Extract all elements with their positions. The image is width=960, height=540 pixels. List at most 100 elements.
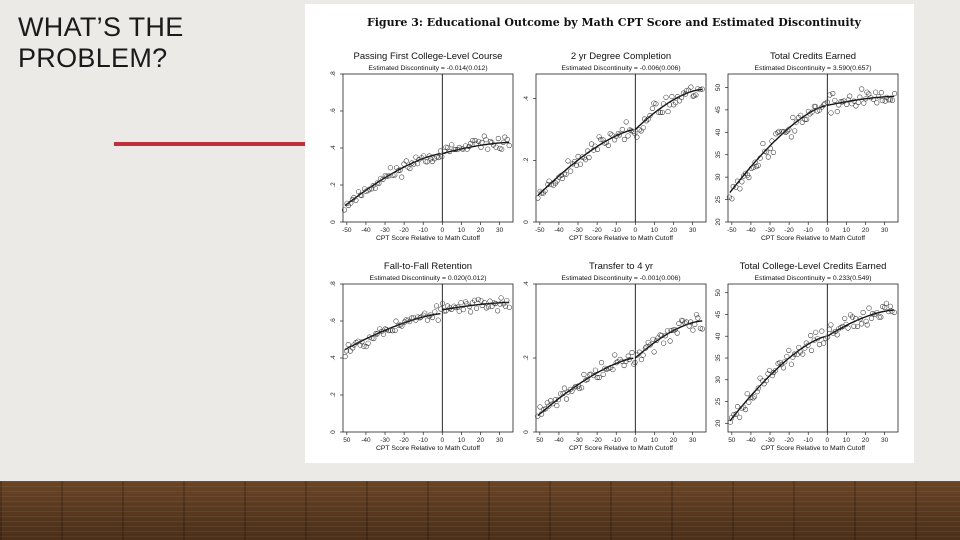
data-point [630, 128, 636, 135]
data-point [805, 342, 811, 348]
data-point [874, 310, 880, 316]
data-point [596, 134, 602, 140]
data-point [651, 349, 657, 355]
y-tick-label: 0 [330, 220, 337, 224]
x-tick-label: 10 [651, 437, 659, 444]
data-point [485, 146, 491, 152]
data-point [653, 101, 659, 107]
data-point [864, 89, 870, 95]
data-point [868, 315, 875, 321]
y-tick-label: .4 [330, 145, 337, 151]
data-point [751, 394, 757, 400]
data-point [382, 172, 388, 178]
data-point [887, 303, 893, 309]
figure-canvas: Figure 3: Educational Outcome by Math CP… [330, 16, 899, 452]
data-point [826, 326, 832, 332]
data-point [780, 365, 787, 371]
data-point [407, 165, 413, 172]
data-point [853, 103, 859, 109]
data-point [808, 332, 814, 339]
data-point [504, 136, 510, 142]
data-point [506, 142, 512, 149]
data-point [380, 331, 386, 337]
data-point [464, 301, 470, 307]
data-point [834, 332, 840, 338]
x-tick-label: -10 [612, 437, 622, 444]
data-point [699, 326, 705, 332]
data-point [755, 385, 761, 391]
x-tick-label: 0 [826, 227, 830, 234]
data-point [855, 99, 861, 105]
data-point [760, 141, 766, 147]
fit-line-left [537, 357, 634, 417]
data-point [690, 327, 696, 333]
x-tick-label: 20 [477, 227, 485, 234]
x-tick-label: 30 [881, 437, 889, 444]
data-point [804, 116, 810, 122]
data-point [535, 413, 541, 419]
data-point [596, 374, 602, 381]
y-tick-label: 50 [715, 83, 722, 91]
y-tick-label: .4 [523, 96, 530, 102]
data-point [621, 136, 627, 143]
x-tick-label: -10 [419, 437, 429, 444]
data-point [744, 391, 750, 397]
data-point [392, 172, 398, 178]
fit-line-left [344, 153, 441, 207]
data-point [447, 148, 453, 155]
chart-panel-5: Transfer to 4 yr Estimated Discontinuity … [523, 261, 707, 452]
data-point [399, 323, 405, 329]
data-point [345, 342, 351, 348]
data-point [799, 119, 805, 125]
data-point [769, 373, 775, 379]
data-point [460, 307, 466, 313]
y-tick-label: 0 [330, 430, 337, 434]
figure-panel: Figure 3: Educational Outcome by Math CP… [305, 4, 914, 463]
data-point [433, 303, 440, 309]
data-point [460, 146, 466, 152]
data-point [393, 318, 399, 324]
y-tick-label: .8 [330, 281, 337, 287]
data-point [369, 186, 375, 192]
x-tick-label: -20 [784, 227, 794, 234]
y-tick-label: .2 [330, 182, 337, 188]
data-point [563, 396, 570, 402]
x-tick-label: 0 [634, 437, 638, 444]
data-point [889, 97, 896, 103]
data-point [873, 89, 879, 95]
data-point [585, 148, 591, 154]
data-point [439, 154, 445, 160]
data-point [857, 316, 863, 322]
x-tick-label: -40 [746, 437, 756, 444]
data-point [632, 130, 638, 136]
chart-subtitle: Estimated Discontinuity = -0.006(0.006) [561, 65, 680, 72]
y-tick-label: .4 [330, 355, 337, 361]
data-point [824, 99, 830, 105]
data-point [348, 200, 354, 206]
data-point [640, 125, 646, 131]
x-tick-label: 0 [441, 227, 445, 234]
x-tick-label: -50 [535, 227, 545, 234]
data-point [647, 113, 653, 119]
x-tick-label: -50 [727, 227, 737, 234]
data-point [495, 308, 501, 314]
data-point [788, 361, 794, 367]
data-point [741, 173, 747, 179]
data-point [401, 161, 407, 167]
data-point [353, 197, 359, 203]
fit-line-right [634, 320, 703, 359]
y-tick-label: 0 [523, 430, 530, 434]
data-point [699, 86, 705, 92]
data-point [502, 303, 508, 309]
data-point [553, 397, 559, 403]
data-point [537, 404, 543, 410]
chart-subtitle: Estimated Discontinuity = -0.001(0.006) [561, 275, 680, 282]
data-point [847, 93, 853, 99]
x-tick-label: 30 [496, 437, 504, 444]
data-point [800, 351, 806, 357]
data-point [603, 366, 609, 372]
data-point [790, 114, 796, 121]
data-point [558, 172, 564, 178]
data-point [459, 146, 465, 152]
data-point [742, 406, 749, 413]
